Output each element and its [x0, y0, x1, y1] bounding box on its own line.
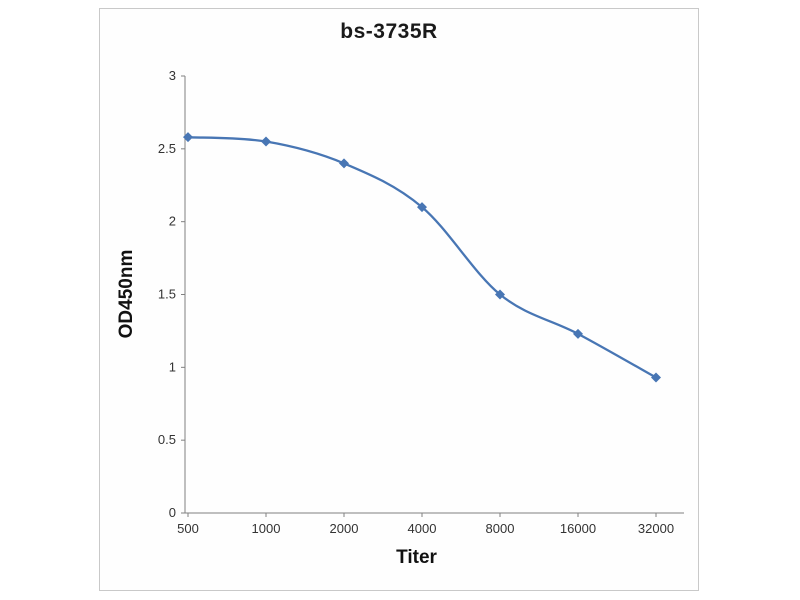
x-tick-label: 16000 — [560, 521, 596, 536]
chart-title: bs-3735R — [340, 20, 438, 43]
series-line — [187, 136, 657, 379]
plot-area: 0 0.5 1 1.5 2 2.5 3 500 1000 2000 4000 8000 16000 320… — [158, 68, 684, 536]
data-point-marker — [339, 158, 349, 169]
x-tick-label: 4000 — [408, 521, 437, 536]
data-point-marker — [573, 328, 583, 339]
data-point-marker — [261, 136, 271, 147]
data-point-marker — [651, 372, 661, 383]
chart-frame: 0 0.5 1 1.5 2 2.5 3 500 1000 2000 4000 8000 16000 320… — [99, 8, 699, 591]
data-point-marker — [183, 132, 193, 143]
x-tick-label: 500 — [177, 521, 199, 536]
x-tick-label: 32000 — [638, 521, 674, 536]
data-point-marker — [495, 289, 505, 300]
y-tick-label: 2 — [169, 214, 176, 229]
y-axis-label: OD450nm — [116, 249, 137, 339]
y-tick-label: 1.5 — [158, 287, 176, 302]
y-tick-label: 0.5 — [158, 432, 176, 447]
y-tick-label: 3 — [169, 68, 176, 83]
data-point-marker — [417, 202, 427, 213]
x-tick-label: 8000 — [486, 521, 515, 536]
x-tick-label: 1000 — [252, 521, 281, 536]
y-tick-label: 1 — [169, 359, 176, 374]
x-tick-label: 2000 — [330, 521, 359, 536]
y-tick-label: 2.5 — [158, 141, 176, 156]
y-tick-label: 0 — [169, 505, 176, 520]
x-axis-label: Titer — [396, 547, 437, 568]
